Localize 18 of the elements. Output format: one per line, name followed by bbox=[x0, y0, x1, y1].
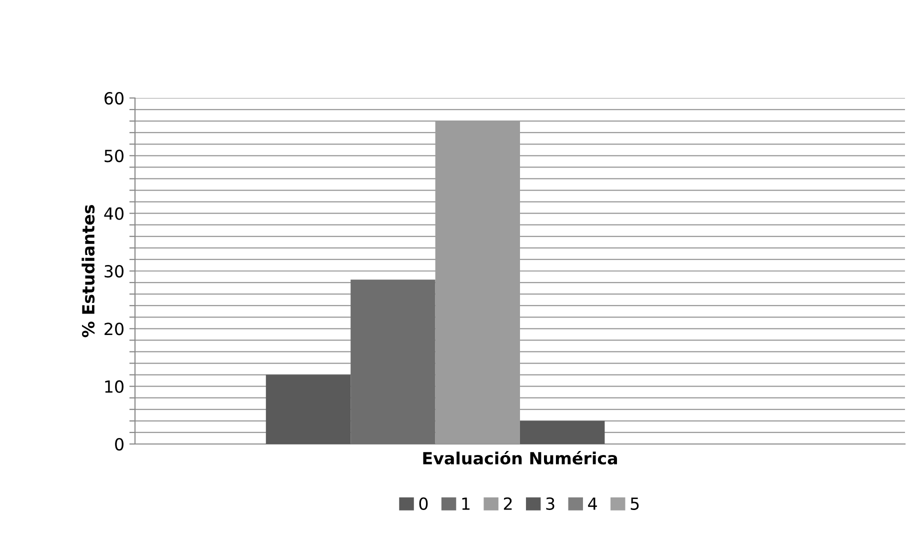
legend-label: 4 bbox=[588, 498, 597, 510]
bar bbox=[266, 374, 351, 444]
x-axis-title: Evaluación Numérica bbox=[423, 450, 617, 465]
y-tick-label: 10 bbox=[105, 380, 124, 393]
legend-label: 2 bbox=[504, 497, 512, 510]
y-axis-title: % Estudiantes bbox=[82, 204, 95, 338]
bar bbox=[350, 280, 436, 444]
y-tick-label: 50 bbox=[104, 150, 124, 162]
y-tick-label: 30 bbox=[104, 264, 124, 278]
bar bbox=[520, 420, 605, 444]
legend-label: 1 bbox=[462, 498, 470, 510]
y-tick-label: 40 bbox=[104, 207, 124, 220]
legend-label: 3 bbox=[546, 497, 554, 510]
y-tick-label: 60 bbox=[104, 92, 124, 105]
legend-label: 0 bbox=[419, 497, 428, 510]
y-tick-label: 20 bbox=[104, 322, 124, 336]
y-tick-label: 0 bbox=[115, 438, 124, 451]
legend-label: 5 bbox=[630, 498, 639, 510]
